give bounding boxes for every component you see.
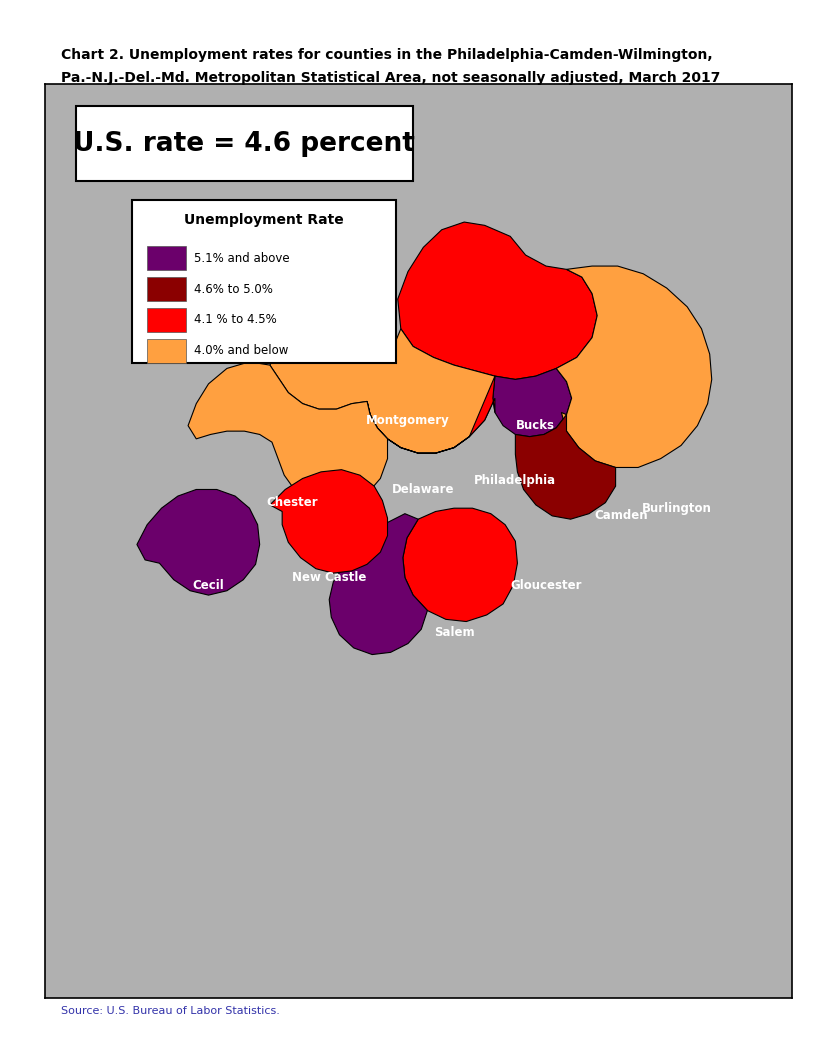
Text: Montgomery: Montgomery [366,414,450,427]
Text: 4.0% and below: 4.0% and below [194,344,289,357]
Text: U.S. rate = 4.6 percent: U.S. rate = 4.6 percent [73,131,415,157]
Text: Gloucester: Gloucester [510,579,582,591]
Polygon shape [397,222,597,379]
Text: Source: U.S. Bureau of Labor Statistics.: Source: U.S. Bureau of Labor Statistics. [61,1006,280,1016]
Polygon shape [137,490,259,596]
Text: Chester: Chester [267,496,318,509]
Polygon shape [270,321,495,453]
Bar [76,107,413,182]
Polygon shape [403,508,517,622]
Polygon shape [516,415,615,520]
Text: Cecil: Cecil [193,579,224,591]
Bar [147,339,186,363]
Polygon shape [493,369,572,436]
Bar [147,246,186,270]
Text: Pa.-N.J.-Del.-Md. Metropolitan Statistical Area, not seasonally adjusted, March : Pa.-N.J.-Del.-Md. Metropolitan Statistic… [61,71,721,84]
Bar [132,200,396,363]
Polygon shape [557,266,712,468]
Text: Salem: Salem [433,626,474,639]
Text: 4.1 % to 4.5%: 4.1 % to 4.5% [194,314,277,326]
Text: 5.1% and above: 5.1% and above [194,252,290,265]
Text: New Castle: New Castle [292,571,366,584]
Text: Chart 2. Unemployment rates for counties in the Philadelphia-Camden-Wilmington,: Chart 2. Unemployment rates for counties… [61,48,713,61]
Bar [147,277,186,301]
Text: Bucks: Bucks [517,419,556,432]
Bar [147,308,186,332]
Polygon shape [329,513,428,655]
Polygon shape [270,470,388,573]
Text: Camden: Camden [594,509,648,523]
Polygon shape [367,376,495,453]
Polygon shape [188,362,388,505]
Text: Unemployment Rate: Unemployment Rate [184,213,344,227]
Text: Delaware: Delaware [392,483,455,496]
Text: 4.6% to 5.0%: 4.6% to 5.0% [194,283,273,296]
Text: Burlington: Burlington [642,502,712,514]
Text: Philadelphia: Philadelphia [474,474,557,487]
